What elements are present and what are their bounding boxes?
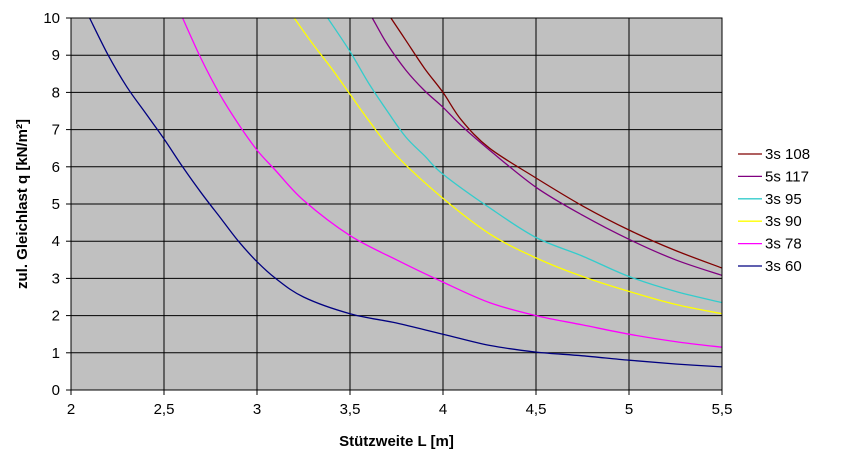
y-tick-label: 2 — [52, 308, 60, 325]
y-tick-label: 0 — [52, 382, 60, 399]
legend-label: 3s 95 — [765, 191, 802, 208]
series-line — [293, 17, 723, 315]
series-line — [327, 17, 723, 304]
y-axis-ticks: 0 1 2 3 4 5 6 7 8 9 10 — [43, 10, 71, 399]
y-tick-label: 3 — [52, 270, 60, 287]
x-axis-ticks: 2 2,5 3 3,5 4 4,5 5 5,5 — [67, 390, 733, 418]
legend: 3s 108 5s 117 3s 95 3s 90 3s 78 3s 60 — [738, 146, 810, 275]
y-tick-label: 6 — [52, 159, 60, 176]
legend-label: 3s 60 — [765, 258, 802, 275]
y-tick-label: 10 — [43, 10, 60, 27]
y-tick-label: 8 — [52, 84, 60, 101]
y-tick-label: 4 — [52, 233, 60, 250]
y-tick-label: 7 — [52, 122, 60, 139]
x-tick-label: 2,5 — [154, 401, 175, 418]
y-tick-label: 1 — [52, 345, 60, 362]
x-tick-label: 4,5 — [526, 401, 547, 418]
legend-label: 5s 117 — [765, 168, 809, 185]
x-tick-label: 3 — [253, 401, 261, 418]
legend-label: 3s 90 — [765, 213, 802, 230]
legend-label: 3s 78 — [765, 236, 802, 253]
y-axis-title: zul. Gleichlast q [kN/m²] — [14, 119, 31, 289]
x-tick-label: 5 — [625, 401, 633, 418]
x-tick-label: 3,5 — [340, 401, 361, 418]
x-tick-label: 5,5 — [712, 401, 733, 418]
x-tick-label: 2 — [67, 401, 75, 418]
x-tick-label: 4 — [439, 401, 447, 418]
y-tick-label: 5 — [52, 196, 60, 213]
series-line — [390, 17, 723, 269]
series-line — [371, 17, 723, 277]
y-tick-label: 9 — [52, 47, 60, 64]
series-line — [182, 17, 723, 348]
grid-lines — [71, 18, 722, 390]
series-lines — [89, 17, 723, 368]
series-line — [89, 17, 723, 368]
x-axis-title: Stützweite L [m] — [339, 433, 454, 450]
legend-label: 3s 108 — [765, 146, 810, 163]
